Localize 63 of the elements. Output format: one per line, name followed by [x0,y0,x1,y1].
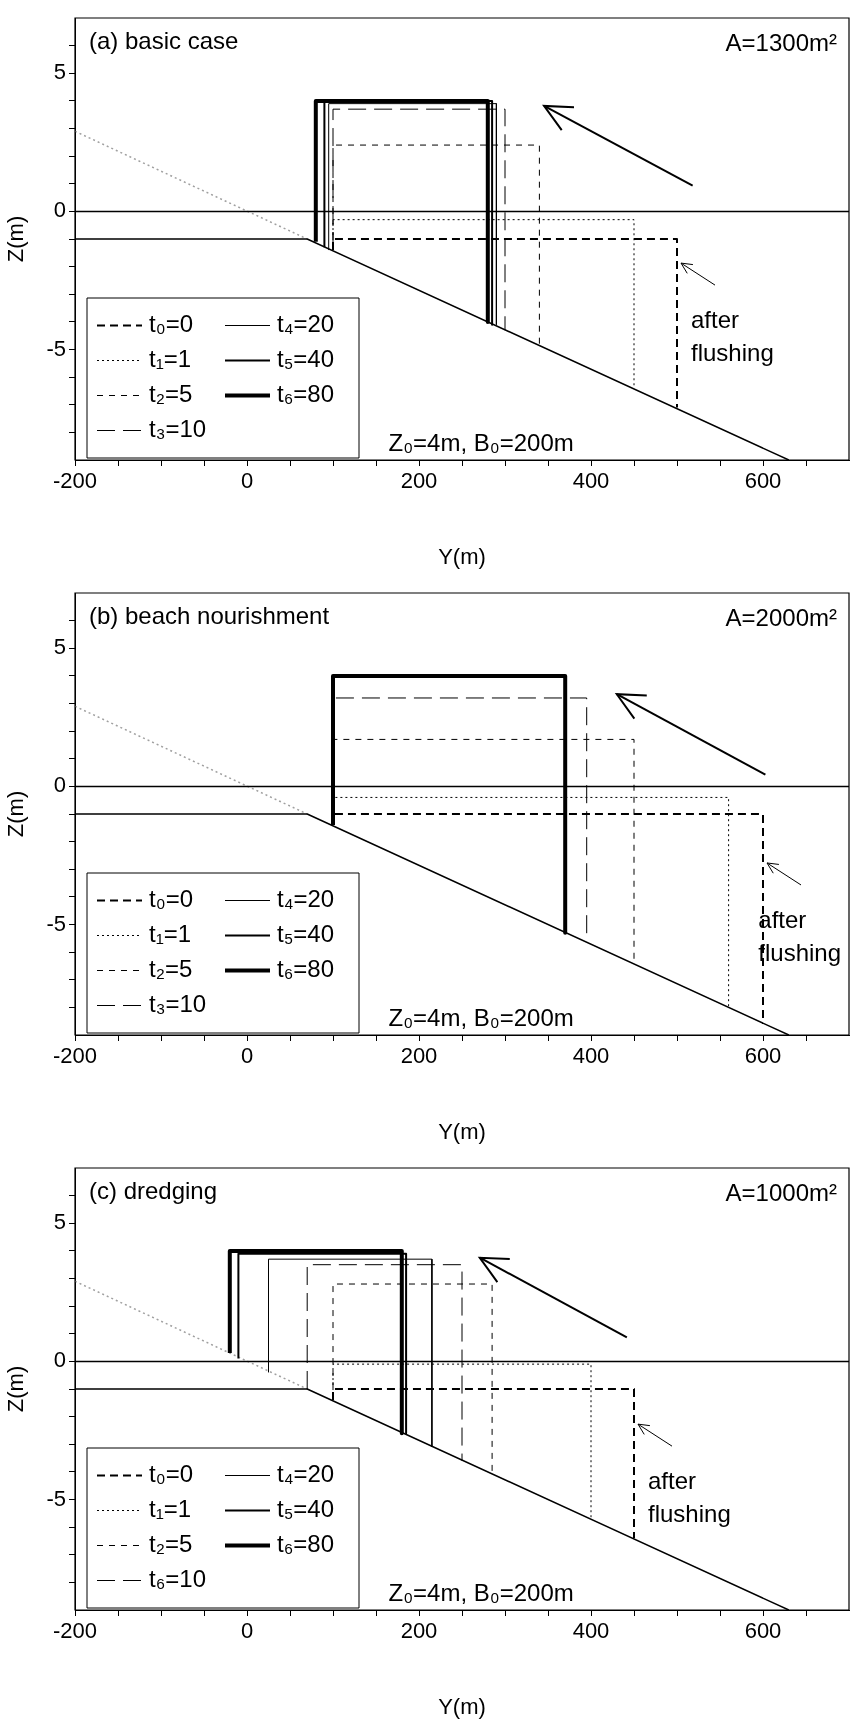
annotation: A=1000m² [725,1178,837,1206]
legend-label: t₂=5 [149,380,193,408]
annotation: A=2000m² [725,603,837,631]
chart-title: (c) dredging [89,1176,218,1204]
y-axis-title: Z(m) [3,1365,29,1413]
x-tick-label: 400 [572,468,610,494]
x-tick-label: 600 [744,1043,782,1069]
legend-label: t₅=40 [277,345,335,373]
legend-label: t₃=10 [149,990,207,1018]
annotation: after flushing [758,905,842,966]
legend-label: t₁=1 [149,920,192,948]
x-tick-label: -200 [52,1618,98,1644]
y-tick-label: 0 [53,772,66,798]
x-tick-label: -200 [52,1043,98,1069]
legend-label: t₅=40 [277,920,335,948]
legend-label: t₀=0 [149,310,193,338]
y-tick-label: 5 [53,1209,66,1235]
y-axis-title: Z(m) [3,790,29,838]
x-axis-title: Y(m) [438,543,486,569]
legend-label: t₆=80 [277,955,335,983]
legend-label: t₃=10 [149,415,207,443]
x-tick-label: 0 [240,1618,254,1644]
annotation: A=1300m² [725,28,837,56]
y-axis-title: Z(m) [3,215,29,263]
chart-title: (a) basic case [89,26,239,54]
legend-label: t₁=1 [149,345,192,373]
x-tick-label: 400 [572,1618,610,1644]
legend-label: t₂=5 [149,955,193,983]
x-tick-label: -200 [52,468,98,494]
y-tick-label: 0 [53,1347,66,1373]
x-tick-label: 200 [400,1618,438,1644]
legend-label: t₆=80 [277,380,335,408]
x-tick-label: 0 [240,1043,254,1069]
legend-label: t₆=80 [277,1530,335,1558]
y-tick-label: -5 [46,1485,66,1511]
annotation: after flushing [691,305,774,366]
x-tick-label: 400 [572,1043,610,1069]
y-tick-label: 0 [53,197,66,223]
x-tick-label: 200 [400,468,438,494]
x-axis-title: Y(m) [438,1118,486,1144]
legend-label: t₀=0 [149,885,193,913]
legend-label: t₁=1 [149,1495,192,1523]
legend-label: t₂=5 [149,1530,193,1558]
chart-title: (b) beach nourishment [89,601,330,629]
x-tick-label: 600 [744,1618,782,1644]
legend-label: t₄=20 [277,310,335,338]
x-tick-label: 600 [744,468,782,494]
annotation: after flushing [648,1466,731,1527]
x-tick-label: 0 [240,468,254,494]
legend-label: t₀=0 [149,1460,193,1488]
annotation: Z₀=4m, B₀=200m [388,428,574,456]
annotation: Z₀=4m, B₀=200m [388,1578,574,1606]
y-tick-label: 5 [53,634,66,660]
y-tick-label: -5 [46,335,66,361]
legend-label: t₅=40 [277,1495,335,1523]
legend-label: t₄=20 [277,885,335,913]
x-tick-label: 200 [400,1043,438,1069]
y-tick-label: -5 [46,910,66,936]
legend-label: t₆=10 [149,1565,207,1593]
y-tick-label: 5 [53,59,66,85]
legend-label: t₄=20 [277,1460,335,1488]
annotation: Z₀=4m, B₀=200m [388,1003,574,1031]
x-axis-title: Y(m) [438,1693,486,1719]
